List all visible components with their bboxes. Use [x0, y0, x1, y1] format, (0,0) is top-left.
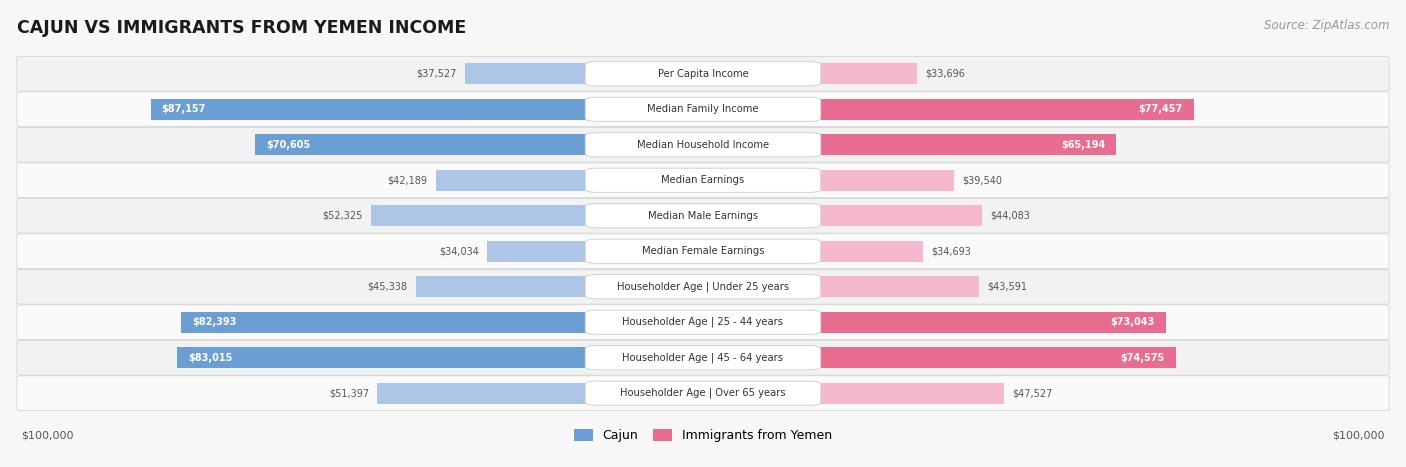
- FancyBboxPatch shape: [488, 241, 703, 262]
- Text: $77,457: $77,457: [1139, 104, 1182, 114]
- FancyBboxPatch shape: [585, 275, 821, 299]
- Text: $74,575: $74,575: [1121, 353, 1164, 363]
- Text: $65,194: $65,194: [1062, 140, 1105, 150]
- FancyBboxPatch shape: [703, 241, 922, 262]
- FancyBboxPatch shape: [256, 134, 703, 156]
- Text: $51,397: $51,397: [329, 388, 368, 398]
- Text: Per Capita Income: Per Capita Income: [658, 69, 748, 79]
- Text: $100,000: $100,000: [1333, 431, 1385, 440]
- FancyBboxPatch shape: [17, 92, 1389, 127]
- Text: Householder Age | Over 65 years: Householder Age | Over 65 years: [620, 388, 786, 398]
- FancyBboxPatch shape: [17, 163, 1389, 198]
- FancyBboxPatch shape: [585, 133, 821, 157]
- FancyBboxPatch shape: [371, 205, 703, 226]
- Text: $45,338: $45,338: [367, 282, 408, 292]
- Text: $70,605: $70,605: [267, 140, 311, 150]
- FancyBboxPatch shape: [436, 170, 703, 191]
- FancyBboxPatch shape: [585, 346, 821, 370]
- FancyBboxPatch shape: [585, 62, 821, 86]
- FancyBboxPatch shape: [703, 134, 1116, 156]
- FancyBboxPatch shape: [181, 311, 703, 333]
- Text: $47,527: $47,527: [1012, 388, 1053, 398]
- Text: $44,083: $44,083: [991, 211, 1031, 221]
- Text: $34,034: $34,034: [439, 246, 479, 256]
- Text: Median Earnings: Median Earnings: [661, 175, 745, 185]
- Legend: Cajun, Immigrants from Yemen: Cajun, Immigrants from Yemen: [569, 425, 837, 447]
- FancyBboxPatch shape: [177, 347, 703, 368]
- FancyBboxPatch shape: [150, 99, 703, 120]
- FancyBboxPatch shape: [17, 305, 1389, 340]
- Text: Median Family Income: Median Family Income: [647, 104, 759, 114]
- Text: Householder Age | 25 - 44 years: Householder Age | 25 - 44 years: [623, 317, 783, 327]
- FancyBboxPatch shape: [17, 127, 1389, 162]
- FancyBboxPatch shape: [585, 204, 821, 228]
- FancyBboxPatch shape: [703, 311, 1166, 333]
- FancyBboxPatch shape: [17, 57, 1389, 91]
- Text: $73,043: $73,043: [1111, 317, 1154, 327]
- Text: Median Female Earnings: Median Female Earnings: [641, 246, 765, 256]
- Text: CAJUN VS IMMIGRANTS FROM YEMEN INCOME: CAJUN VS IMMIGRANTS FROM YEMEN INCOME: [17, 19, 467, 37]
- Text: $33,696: $33,696: [925, 69, 965, 79]
- Text: $52,325: $52,325: [323, 211, 363, 221]
- Text: $39,540: $39,540: [962, 175, 1002, 185]
- FancyBboxPatch shape: [703, 63, 917, 85]
- Text: $34,693: $34,693: [931, 246, 972, 256]
- FancyBboxPatch shape: [585, 239, 821, 263]
- FancyBboxPatch shape: [703, 99, 1194, 120]
- FancyBboxPatch shape: [703, 347, 1175, 368]
- FancyBboxPatch shape: [377, 382, 703, 404]
- Text: $83,015: $83,015: [188, 353, 232, 363]
- Text: Householder Age | 45 - 64 years: Householder Age | 45 - 64 years: [623, 353, 783, 363]
- Text: $82,393: $82,393: [191, 317, 236, 327]
- FancyBboxPatch shape: [17, 269, 1389, 304]
- Text: $37,527: $37,527: [416, 69, 457, 79]
- FancyBboxPatch shape: [585, 97, 821, 121]
- FancyBboxPatch shape: [465, 63, 703, 85]
- Text: $87,157: $87,157: [162, 104, 205, 114]
- FancyBboxPatch shape: [703, 276, 980, 297]
- FancyBboxPatch shape: [703, 170, 953, 191]
- FancyBboxPatch shape: [585, 310, 821, 334]
- FancyBboxPatch shape: [17, 376, 1389, 410]
- Text: Source: ZipAtlas.com: Source: ZipAtlas.com: [1264, 19, 1389, 32]
- FancyBboxPatch shape: [703, 382, 1004, 404]
- FancyBboxPatch shape: [585, 168, 821, 192]
- FancyBboxPatch shape: [585, 381, 821, 405]
- Text: Median Male Earnings: Median Male Earnings: [648, 211, 758, 221]
- FancyBboxPatch shape: [416, 276, 703, 297]
- FancyBboxPatch shape: [17, 234, 1389, 269]
- Text: $42,189: $42,189: [387, 175, 427, 185]
- Text: Householder Age | Under 25 years: Householder Age | Under 25 years: [617, 282, 789, 292]
- FancyBboxPatch shape: [17, 340, 1389, 375]
- Text: $43,591: $43,591: [987, 282, 1028, 292]
- Text: $100,000: $100,000: [21, 431, 73, 440]
- FancyBboxPatch shape: [17, 198, 1389, 233]
- Text: Median Household Income: Median Household Income: [637, 140, 769, 150]
- FancyBboxPatch shape: [703, 205, 983, 226]
